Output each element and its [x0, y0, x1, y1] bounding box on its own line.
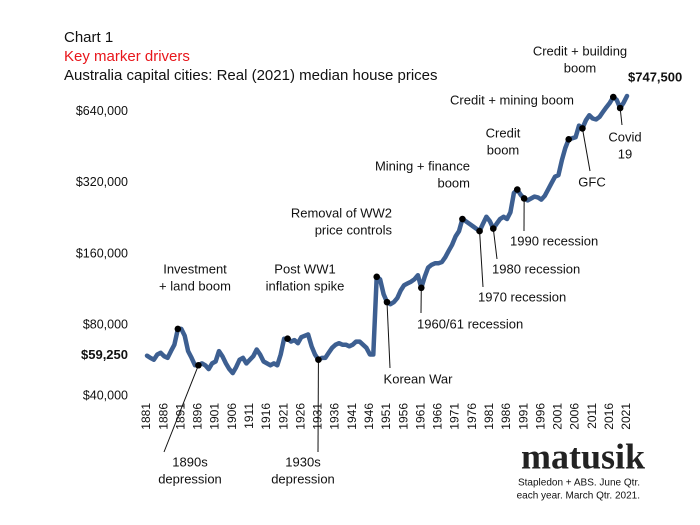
y-tick-label: $80,000 — [83, 317, 128, 331]
annotation-text: Credit — [486, 125, 521, 140]
x-tick-label: 1896 — [191, 403, 205, 430]
annotation-text: price controls — [315, 222, 393, 237]
annotation-text: 1980 recession — [492, 261, 580, 276]
y-tick-label: $640,000 — [76, 104, 128, 118]
logo: matusik — [521, 436, 645, 476]
annotation-text: Korean War — [384, 371, 454, 386]
x-tick-label: 2021 — [619, 403, 633, 430]
x-tick-label: 1971 — [448, 403, 462, 430]
leader-line — [163, 365, 199, 453]
x-tick-label: 1941 — [345, 403, 359, 430]
annotation-text: boom — [564, 60, 597, 75]
chart-header: Chart 1 — [64, 29, 113, 46]
x-tick-label: 2016 — [602, 403, 616, 430]
x-tick-label: 2006 — [568, 403, 582, 430]
annotation-text: + land boom — [159, 278, 231, 293]
y-tick-label: $40,000 — [83, 388, 128, 402]
event-marker — [284, 335, 291, 342]
event-marker — [609, 93, 617, 101]
event-marker — [174, 325, 182, 333]
chart-subtitle: Key marker drivers — [64, 48, 190, 65]
annotation-text: boom — [487, 142, 520, 157]
event-marker — [616, 104, 624, 112]
x-tick-label: 1891 — [173, 403, 187, 430]
event-marker — [476, 227, 483, 235]
x-tick-label: 1986 — [499, 403, 513, 430]
event-marker — [489, 225, 497, 232]
x-tick-label: 1961 — [413, 403, 427, 430]
x-tick-label: 1881 — [139, 403, 153, 430]
annotation-text: Credit + building — [533, 43, 627, 58]
x-tick-label: 1916 — [259, 403, 273, 430]
event-marker — [520, 195, 528, 202]
annotation-text: 1990 recession — [510, 233, 598, 248]
x-tick-label: 1936 — [328, 403, 342, 430]
event-marker — [513, 186, 521, 193]
annotation-text: 1890s — [172, 454, 208, 469]
x-tick-label: 1976 — [465, 403, 479, 430]
x-tick-label: 1956 — [396, 403, 410, 430]
leader-line — [492, 228, 498, 260]
x-tick-label: 1906 — [225, 403, 239, 430]
event-marker — [579, 125, 586, 132]
x-tick-label: 1926 — [293, 403, 307, 430]
event-marker — [459, 215, 466, 223]
annotation-text: 19 — [618, 146, 632, 161]
y-tick-label: $320,000 — [76, 175, 128, 189]
x-tick-label: 1991 — [516, 403, 530, 430]
annotation-text: Mining + finance — [375, 158, 470, 173]
annotation-text: 1960/61 recession — [417, 316, 523, 331]
leader-line — [581, 128, 591, 172]
event-marker — [195, 361, 202, 369]
annotation-text: Covid — [608, 129, 641, 144]
x-tick-label: 2001 — [551, 403, 565, 430]
x-tick-label: 1911 — [242, 403, 256, 429]
x-tick-label: 2011 — [585, 403, 599, 429]
event-marker — [417, 284, 425, 292]
annotation-text: Credit + mining boom — [450, 92, 574, 107]
event-marker — [565, 135, 573, 143]
annotation-text: GFC — [578, 174, 605, 189]
x-tick-label: 1951 — [379, 403, 393, 430]
x-tick-label: 1996 — [533, 403, 547, 430]
x-tick-label: 1901 — [208, 403, 222, 430]
annotation-text: boom — [437, 175, 470, 190]
x-tick-label: 1931 — [311, 403, 325, 430]
annotation-text: 1930s — [285, 454, 321, 469]
source-note: each year. March Qtr. 2021. — [517, 491, 640, 502]
annotation-text: inflation spike — [266, 278, 345, 293]
y-tick-label: $160,000 — [76, 246, 128, 260]
x-tick-label: 1921 — [276, 403, 290, 430]
x-tick-label: 1981 — [482, 403, 496, 430]
chart-title: Australia capital cities: Real (2021) me… — [64, 67, 438, 84]
annotation-text: Investment — [163, 261, 227, 276]
annotation-text: 1970 recession — [478, 289, 566, 304]
event-marker — [383, 298, 391, 306]
annotation-text: Post WW1 — [274, 261, 335, 276]
leader-line — [479, 231, 484, 288]
event-marker — [373, 273, 381, 281]
x-tick-label: 1946 — [362, 403, 376, 430]
x-tick-label: 1886 — [156, 403, 170, 430]
annotation-text: depression — [158, 471, 222, 486]
x-tick-label: 1966 — [431, 403, 445, 430]
leader-line — [386, 302, 391, 369]
source-note: Stapledon + ABS. June Qtr. — [518, 478, 640, 489]
event-marker — [315, 356, 322, 364]
annotation-text: Removal of WW2 — [291, 205, 392, 220]
annotation-text: depression — [271, 471, 335, 486]
highlight-label: $747,500 — [628, 69, 682, 84]
highlight-label: $59,250 — [81, 347, 128, 362]
